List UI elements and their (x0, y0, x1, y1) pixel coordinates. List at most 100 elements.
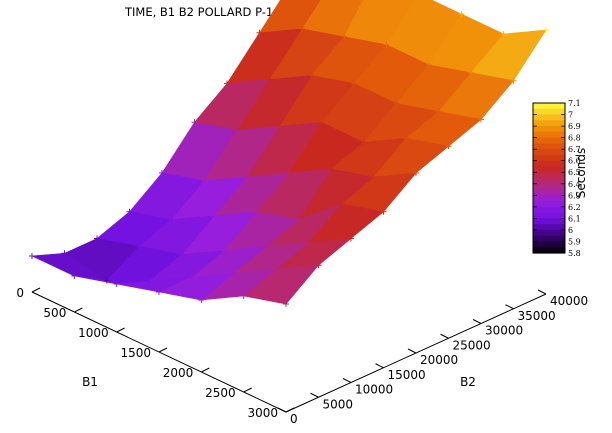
colorbar-tick-label: 6.3 (568, 191, 581, 200)
x-tick-label: 2500 (205, 386, 236, 400)
colorbar-band (533, 218, 565, 225)
data-point (341, 33, 348, 40)
x-tick-label: 2000 (163, 366, 194, 380)
x-tick-mark (201, 367, 210, 373)
data-point (224, 80, 230, 87)
colorbar-band (533, 206, 565, 214)
data-point (136, 243, 143, 250)
y-tick-mark (440, 333, 449, 339)
colorbar-band (533, 108, 565, 116)
x-axis-title: B1 (82, 375, 98, 389)
colorbar-tick-label: 5.9 (568, 237, 581, 246)
colorbar-tick-label: 6.4 (568, 180, 581, 189)
colorbar-band (533, 137, 565, 144)
colorbar-band (533, 235, 565, 243)
colorbar-band (533, 120, 565, 127)
data-point (198, 297, 205, 303)
y-tick-label: 5000 (323, 397, 354, 411)
x-tick-mark (285, 407, 295, 413)
data-point (305, 239, 312, 246)
data-point (211, 212, 218, 219)
data-point (256, 29, 263, 36)
colorbar-band (533, 166, 565, 173)
data-point (315, 262, 322, 269)
colorbar-tick-label: 7 (568, 111, 573, 120)
colorbar-band (533, 131, 565, 139)
colorbar-tick-label: 6.5 (568, 168, 581, 177)
colorbar-band (533, 212, 565, 219)
data-point (458, 11, 465, 17)
data-point (178, 251, 185, 258)
data-point (156, 289, 162, 295)
colorbar-tick-label: 6.7 (568, 145, 581, 154)
colorbar-band (533, 189, 565, 196)
data-point (221, 247, 227, 254)
x-tick-label: 1500 (120, 346, 151, 360)
data-point (478, 116, 484, 123)
data-point (328, 166, 335, 172)
x-tick-mark (74, 307, 83, 313)
data-point (94, 235, 100, 242)
colorbar-band (533, 229, 565, 237)
colorbar-band (533, 143, 565, 150)
x-tick-mark (116, 327, 125, 333)
data-point (383, 41, 390, 48)
colorbar-band (533, 172, 565, 179)
data-point (201, 178, 208, 184)
data-point (468, 69, 475, 76)
data-point (253, 208, 260, 215)
data-point (61, 250, 68, 257)
colorbar-band (533, 183, 565, 191)
data-point (266, 76, 273, 83)
surface-mesh (29, 0, 549, 307)
colorbar-band (533, 154, 565, 162)
data-point (283, 301, 289, 307)
x-tick-mark (243, 387, 252, 393)
y-tick-mark (537, 289, 547, 295)
data-point (543, 27, 549, 33)
data-point (318, 119, 325, 126)
colorbar-tick-label: 7.1 (568, 99, 581, 108)
data-point (286, 170, 292, 176)
data-point (113, 281, 120, 287)
colorbar-band (533, 160, 565, 168)
data-point (338, 200, 345, 207)
x-tick-label: 1000 (78, 326, 109, 340)
data-point (103, 277, 110, 284)
colorbar-band (533, 149, 565, 156)
colorbar-tick-label: 5.8 (568, 249, 581, 258)
x-tick-label: 500 (43, 306, 66, 320)
x-tick-mark (31, 287, 41, 293)
colorbar-band (533, 241, 565, 248)
y-tick-label: 40000 (550, 294, 588, 308)
data-point (71, 273, 78, 279)
y-tick-mark (342, 378, 352, 383)
data-point (360, 139, 367, 146)
y-tick-label: 20000 (420, 353, 458, 367)
y-tick-mark (472, 319, 482, 324)
colorbar-tick-label: 6.1 (568, 214, 581, 223)
data-point (445, 143, 452, 150)
colorbar-tick-label: 6.2 (568, 203, 581, 212)
y-tick-mark (277, 407, 287, 413)
colorbar-band (533, 201, 565, 208)
y-tick-label: 30000 (485, 324, 523, 338)
colorbar-tick-label: 6.6 (568, 157, 581, 166)
data-point (243, 174, 250, 180)
y-axis-title: B2 (460, 375, 476, 389)
y-tick-mark (407, 348, 417, 354)
x-tick-label: 0 (16, 286, 24, 300)
colorbar-tick-label: 6 (568, 226, 573, 235)
data-point (191, 119, 198, 126)
data-point (146, 278, 153, 285)
y-tick-mark (375, 363, 384, 369)
y-tick-label: 15000 (388, 368, 426, 382)
x-tick-mark (158, 347, 168, 353)
y-tick-label: 10000 (355, 383, 393, 397)
data-point (126, 208, 133, 215)
colorbar-title: Seconds (574, 148, 588, 198)
colorbar-band (533, 103, 565, 110)
plot-floor: 0 500 1000 1500 2000 2500 3000 0 500010000150002… (16, 286, 588, 426)
data-point (188, 274, 195, 281)
